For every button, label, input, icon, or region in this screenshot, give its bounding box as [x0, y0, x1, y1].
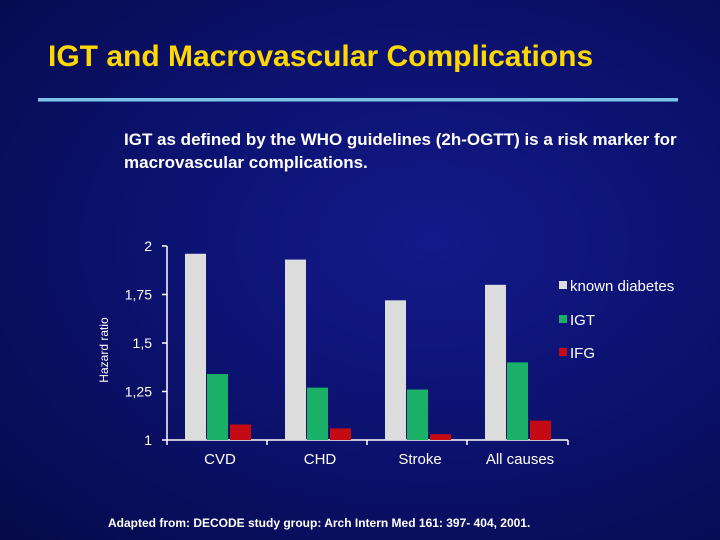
bar-known-diabetes-all-causes — [485, 284, 506, 440]
legend-label-1: IGT — [570, 312, 595, 329]
source-citation: Adapted from: DECODE study group: Arch I… — [108, 516, 531, 530]
x-tick-label-1: CHD — [304, 451, 337, 468]
bar-ifg-chd — [330, 428, 351, 440]
x-tick-label-3: All causes — [486, 451, 554, 468]
y-tick-label-2: 1,5 — [133, 335, 153, 351]
bar-known-diabetes-stroke — [385, 300, 406, 440]
legend-label-2: IFG — [570, 345, 595, 362]
x-tick-label-0: CVD — [204, 451, 236, 468]
bar-igt-chd — [307, 387, 328, 440]
bar-ifg-stroke — [430, 434, 451, 440]
y-tick-label-3: 1,75 — [125, 287, 152, 303]
y-tick-label-0: 1 — [144, 432, 152, 448]
bar-ifg-cvd — [230, 424, 251, 440]
bar-igt-cvd — [207, 374, 228, 440]
y-axis-label: Hazard ratio — [97, 317, 111, 383]
bar-igt-all-causes — [507, 362, 528, 440]
legend-swatch-2 — [559, 348, 567, 356]
legend-label-0: known diabetes — [570, 278, 674, 295]
legend-swatch-0 — [559, 281, 567, 289]
y-tick-label-1: 1,25 — [125, 384, 152, 400]
bar-known-diabetes-chd — [285, 259, 306, 440]
bar-igt-stroke — [407, 389, 428, 440]
legend-swatch-1 — [559, 315, 567, 323]
y-tick-label-4: 2 — [144, 238, 152, 254]
bar-known-diabetes-cvd — [185, 253, 206, 440]
bar-ifg-all-causes — [530, 420, 551, 440]
x-tick-label-2: Stroke — [398, 451, 441, 468]
slide-title: IGT and Macrovascular Complications — [48, 40, 594, 73]
slide-subtitle: IGT as defined by the WHO guidelines (2h… — [124, 130, 677, 172]
title-underline — [38, 98, 678, 101]
